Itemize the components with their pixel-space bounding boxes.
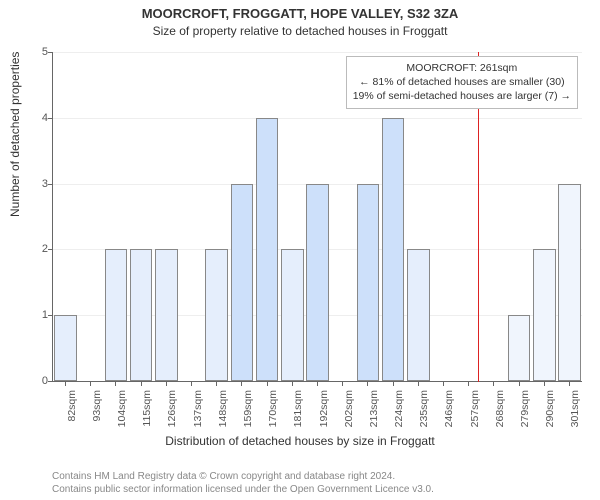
bar (357, 184, 380, 381)
bar (407, 249, 430, 381)
chart-container: MOORCROFT, FROGGATT, HOPE VALLEY, S32 3Z… (0, 0, 600, 500)
footer-line-1: Contains HM Land Registry data © Crown c… (52, 470, 434, 483)
x-tick-label: 257sqm (469, 390, 481, 440)
footer-text: Contains HM Land Registry data © Crown c… (52, 470, 434, 496)
x-tick-label: 224sqm (393, 390, 405, 440)
x-tick-label: 246sqm (443, 390, 455, 440)
x-tick-label: 235sqm (418, 390, 430, 440)
x-tick-label: 137sqm (192, 390, 204, 440)
x-tick-mark (569, 382, 570, 386)
x-tick-mark (493, 382, 494, 386)
x-tick-mark (267, 382, 268, 386)
bar (306, 184, 329, 381)
x-tick-mark (141, 382, 142, 386)
x-tick-label: 202sqm (343, 390, 355, 440)
x-tick-label: 93sqm (91, 390, 103, 440)
x-tick-label: 126sqm (166, 390, 178, 440)
y-tick-label: 1 (36, 309, 48, 321)
x-tick-mark (90, 382, 91, 386)
y-axis-label: Number of detached properties (8, 52, 22, 217)
legend-line-2: ← 81% of detached houses are smaller (30… (353, 75, 571, 89)
y-tick-label: 0 (36, 375, 48, 387)
plot-area: MOORCROFT: 261sqm ← 81% of detached hous… (52, 52, 582, 382)
bar (105, 249, 128, 381)
x-tick-label: 181sqm (292, 390, 304, 440)
x-tick-mark (292, 382, 293, 386)
x-tick-mark (216, 382, 217, 386)
x-axis-label: Distribution of detached houses by size … (0, 434, 600, 448)
y-tick-label: 5 (36, 46, 48, 58)
x-tick-mark (519, 382, 520, 386)
bar (231, 184, 254, 381)
chart-title-main: MOORCROFT, FROGGATT, HOPE VALLEY, S32 3Z… (0, 6, 600, 21)
x-tick-label: 213sqm (368, 390, 380, 440)
x-tick-mark (115, 382, 116, 386)
legend-box: MOORCROFT: 261sqm ← 81% of detached hous… (346, 56, 578, 109)
x-tick-label: 192sqm (318, 390, 330, 440)
x-tick-mark (418, 382, 419, 386)
x-tick-label: 301sqm (569, 390, 581, 440)
y-tick-label: 3 (36, 178, 48, 190)
x-tick-mark (544, 382, 545, 386)
footer-line-2: Contains public sector information licen… (52, 483, 434, 496)
x-tick-label: 170sqm (267, 390, 279, 440)
x-tick-label: 159sqm (242, 390, 254, 440)
bar (205, 249, 228, 381)
x-tick-mark (468, 382, 469, 386)
bar (155, 249, 178, 381)
bar (54, 315, 77, 381)
bar (558, 184, 581, 381)
bar (256, 118, 279, 381)
x-tick-label: 115sqm (141, 390, 153, 440)
x-tick-mark (443, 382, 444, 386)
x-tick-label: 104sqm (116, 390, 128, 440)
bar (130, 249, 153, 381)
x-tick-label: 82sqm (66, 390, 78, 440)
x-tick-label: 279sqm (519, 390, 531, 440)
x-tick-label: 148sqm (217, 390, 229, 440)
x-tick-label: 290sqm (544, 390, 556, 440)
x-tick-label: 268sqm (494, 390, 506, 440)
x-tick-mark (342, 382, 343, 386)
x-tick-mark (393, 382, 394, 386)
bar (281, 249, 304, 381)
bar (382, 118, 405, 381)
y-tick-label: 2 (36, 243, 48, 255)
bar (533, 249, 556, 381)
bar (508, 315, 531, 381)
x-tick-mark (367, 382, 368, 386)
x-tick-mark (241, 382, 242, 386)
x-tick-mark (166, 382, 167, 386)
y-tick-label: 4 (36, 112, 48, 124)
x-tick-mark (317, 382, 318, 386)
legend-line-3: 19% of semi-detached houses are larger (… (353, 89, 571, 103)
chart-title-sub: Size of property relative to detached ho… (0, 24, 600, 38)
legend-line-1: MOORCROFT: 261sqm (353, 61, 571, 75)
x-tick-mark (191, 382, 192, 386)
x-tick-mark (65, 382, 66, 386)
